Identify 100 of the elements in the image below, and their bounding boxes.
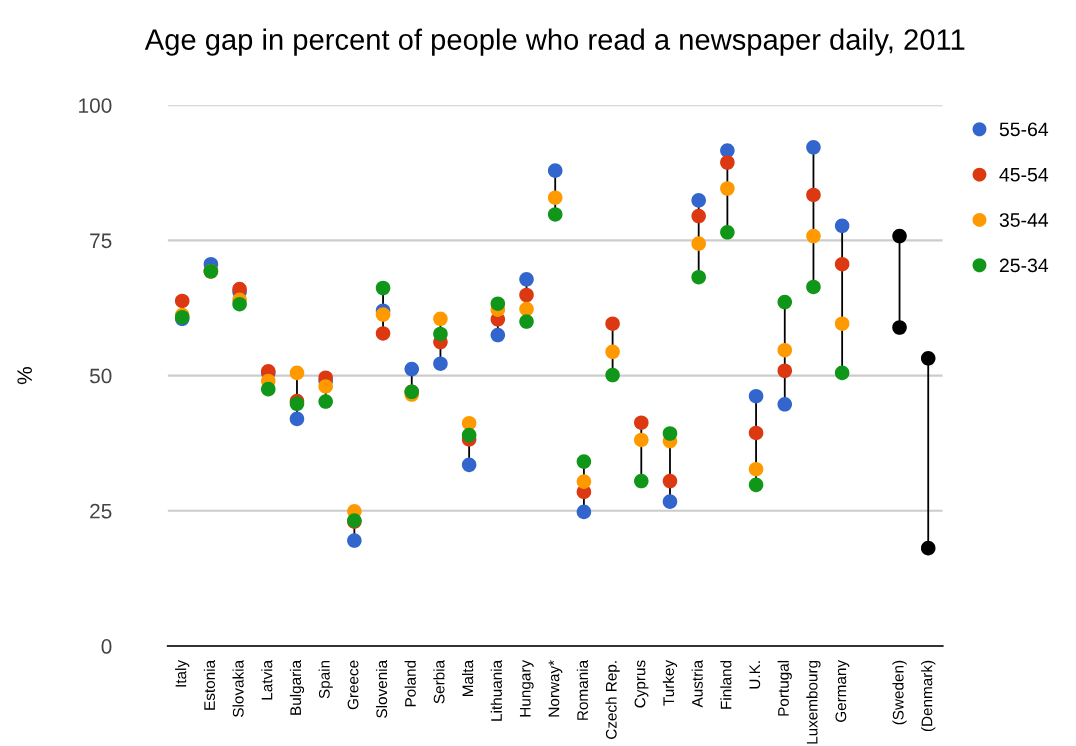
point — [605, 344, 620, 360]
x-tick-label: Poland — [404, 660, 416, 707]
point — [691, 208, 706, 224]
point — [605, 316, 620, 331]
point — [892, 228, 907, 244]
point — [490, 327, 506, 343]
x-tick-label: Latvia — [261, 659, 273, 700]
legend-label: 55-64 — [999, 122, 1049, 137]
y-axis-title: % — [17, 367, 32, 385]
x-tick-label: U.K. — [749, 661, 761, 689]
point — [375, 280, 391, 296]
point — [289, 411, 305, 427]
point — [519, 301, 534, 317]
point — [748, 477, 764, 493]
point — [347, 533, 362, 548]
x-tick-label: Finland — [720, 660, 732, 709]
x-tick-label: Estonia — [203, 659, 215, 710]
point — [691, 236, 706, 251]
y-tick-label: 50 — [89, 368, 112, 384]
point — [318, 394, 333, 409]
point — [662, 473, 678, 489]
x-tick-label: Turkey — [662, 659, 678, 706]
x-tick-label: Slovenia — [375, 659, 388, 718]
point — [461, 427, 477, 443]
y-tick-label: 25 — [90, 503, 112, 519]
point — [691, 193, 706, 208]
point — [261, 381, 276, 397]
point — [289, 365, 305, 381]
x-tick-label: Lithuania — [490, 659, 502, 721]
point — [892, 320, 907, 335]
point — [519, 287, 534, 303]
point — [232, 296, 247, 312]
point — [806, 140, 821, 155]
point — [634, 432, 649, 448]
x-tick-label: Hungary — [519, 659, 534, 717]
point — [433, 356, 448, 371]
y-tick-label: 100 — [79, 98, 112, 113]
point — [806, 279, 821, 295]
point — [806, 228, 821, 244]
point — [777, 396, 793, 412]
point — [777, 342, 793, 358]
x-tick-label: (Denmark) — [921, 660, 936, 732]
y-tick-label: 0 — [101, 639, 112, 654]
legend-label: 45-54 — [999, 168, 1049, 182]
point — [174, 293, 190, 309]
point — [834, 256, 850, 272]
point — [777, 294, 793, 310]
point — [519, 314, 534, 329]
x-tick-label: Germany — [835, 659, 850, 722]
point — [920, 351, 936, 366]
chart-title: Age gap in percent of people who read a newspaper daily, 2011 — [144, 28, 965, 56]
x-tick-label: Greece — [347, 660, 359, 710]
point — [576, 504, 592, 520]
point — [662, 426, 678, 441]
point — [547, 163, 563, 178]
point — [720, 155, 735, 170]
x-tick-label: Bulgaria — [289, 659, 305, 715]
point — [490, 296, 506, 311]
point — [834, 218, 850, 234]
point — [662, 494, 678, 509]
point — [748, 388, 764, 404]
legend-label: 35-44 — [999, 213, 1049, 227]
x-tick-label: Serbia — [433, 659, 445, 704]
point — [461, 457, 477, 473]
point — [519, 272, 534, 287]
point — [433, 311, 448, 327]
point — [634, 415, 649, 430]
x-tick-label: Romania — [576, 659, 589, 720]
point — [375, 326, 391, 341]
point — [634, 473, 649, 489]
point — [691, 269, 706, 285]
point — [576, 474, 592, 489]
point — [318, 379, 333, 394]
point — [834, 316, 850, 331]
point — [375, 307, 391, 322]
x-tick-label: Malta — [462, 659, 474, 697]
y-tick-label: 75 — [90, 233, 112, 249]
legend-label: 25-34 — [999, 258, 1049, 273]
point — [834, 365, 850, 381]
x-tick-label: Czech Rep. — [605, 661, 620, 739]
point — [547, 190, 563, 205]
x-tick-label: Austria — [691, 659, 703, 708]
point — [547, 207, 563, 222]
x-tick-label: Portugal — [777, 660, 792, 716]
point — [920, 540, 936, 556]
x-tick-label: (Sweden) — [892, 660, 907, 725]
x-tick-label: Slovakia — [232, 659, 244, 717]
point — [748, 425, 764, 441]
x-tick-label: Luxembourg — [806, 660, 821, 744]
x-tick-label: Cyprus — [634, 660, 649, 708]
point — [720, 181, 735, 196]
x-tick-label: Norway* — [548, 660, 563, 717]
point — [404, 361, 420, 377]
point — [576, 454, 592, 469]
point — [605, 367, 620, 383]
x-tick-label: Spain — [318, 660, 333, 699]
point — [433, 326, 448, 342]
point — [806, 187, 821, 203]
point — [777, 363, 793, 379]
point — [748, 461, 764, 477]
